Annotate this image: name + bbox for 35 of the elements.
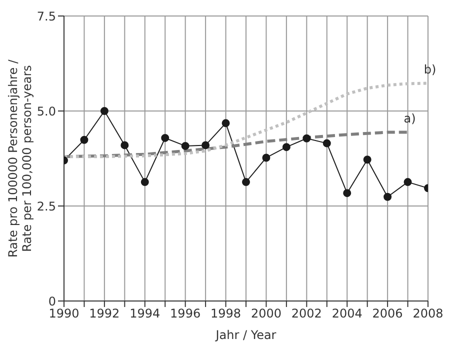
series-label: a)	[404, 111, 416, 126]
point	[140, 178, 149, 186]
point	[262, 154, 270, 162]
x-axis-title: Jahr / Year	[214, 328, 276, 342]
point	[363, 156, 372, 164]
point	[80, 136, 88, 144]
point	[384, 192, 392, 201]
x-tick-label: 2002	[291, 306, 322, 321]
point	[282, 143, 290, 152]
point	[222, 119, 230, 128]
point	[181, 142, 190, 150]
x-tick-label: 2006	[372, 306, 403, 321]
y-tick-label: 0	[48, 294, 56, 308]
x-tick-label: 2000	[250, 306, 282, 321]
point	[343, 189, 352, 198]
point	[161, 134, 170, 142]
x-tick-label: 1990	[48, 306, 80, 321]
y-tick-label: 7.5	[36, 9, 56, 24]
point	[242, 178, 250, 186]
x-tick-label: 2008	[412, 306, 444, 321]
point	[322, 139, 331, 148]
x-tick-label: 1992	[89, 306, 120, 321]
x-tick-label: 1996	[170, 306, 201, 321]
point	[202, 141, 210, 150]
x-tick-label: 1994	[130, 306, 160, 321]
point	[302, 134, 311, 142]
y-tick-label: 2.5	[36, 199, 56, 214]
point	[100, 107, 108, 115]
x-tick-label: 1998	[210, 306, 242, 321]
point	[120, 141, 129, 150]
series-label: b)	[424, 62, 436, 76]
y-tick-label: 5.0	[36, 104, 56, 118]
x-tick-label: 2004	[332, 306, 362, 321]
point	[404, 178, 412, 186]
y-axis-title: Rate pro 100000 Personenjahre / Rate per 100,000 person-years	[6, 58, 34, 258]
